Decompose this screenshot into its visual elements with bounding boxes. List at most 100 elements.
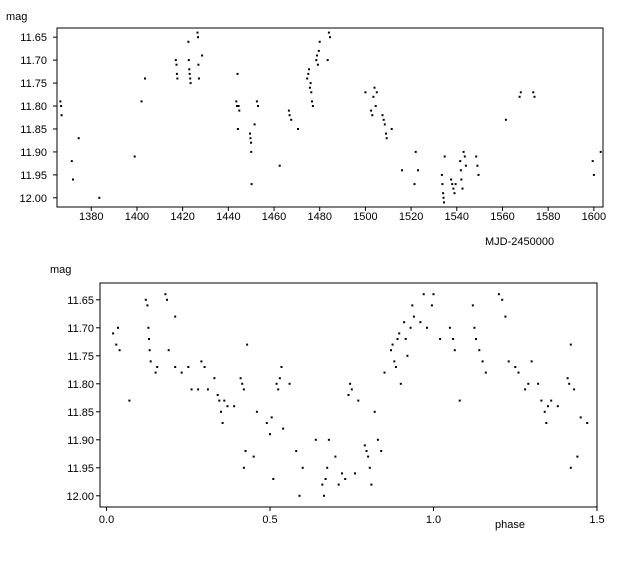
bottom-x-tick-label: 1.0 xyxy=(426,514,441,526)
top-data-point xyxy=(533,95,536,98)
bottom-data-point xyxy=(391,343,394,346)
bottom-data-point xyxy=(190,388,193,391)
top-data-point xyxy=(518,95,521,98)
top-data-point xyxy=(187,59,190,62)
bottom-data-point xyxy=(148,338,150,340)
top-data-point xyxy=(255,100,258,103)
top-data-point xyxy=(315,59,318,62)
top-data-point xyxy=(236,72,239,75)
bottom-data-point xyxy=(403,321,406,324)
bottom-data-point xyxy=(540,399,543,402)
bottom-data-point xyxy=(144,298,147,301)
top-data-point xyxy=(140,100,143,103)
bottom-data-point xyxy=(514,366,517,368)
top-data-point xyxy=(383,123,386,126)
top-data-point xyxy=(442,196,445,199)
bottom-y-tick-label: 11.65 xyxy=(67,295,94,307)
top-data-point xyxy=(370,109,373,112)
bottom-data-point xyxy=(270,416,273,419)
top-data-point xyxy=(309,82,312,85)
top-x-tick-label: 1460 xyxy=(262,211,286,223)
bottom-data-point xyxy=(576,455,579,458)
bottom-data-point xyxy=(272,478,275,480)
bottom-data-point xyxy=(422,293,425,296)
bottom-data-point xyxy=(354,472,356,475)
bottom-data-point xyxy=(550,399,553,402)
top-data-point xyxy=(249,137,252,140)
top-data-point xyxy=(390,128,393,130)
bottom-data-point xyxy=(149,360,152,363)
bottom-data-point xyxy=(252,455,255,458)
top-y-tick-label: 11.75 xyxy=(20,78,47,90)
bottom-data-point xyxy=(507,360,510,363)
bottom-data-point xyxy=(426,326,428,329)
top-y-tick-label: 11.90 xyxy=(20,147,47,159)
top-x-tick-label: 1400 xyxy=(125,211,149,223)
bottom-data-point xyxy=(504,315,507,318)
bottom-data-point xyxy=(326,466,329,469)
top-y-tick-label: 11.95 xyxy=(20,170,47,182)
bottom-data-point xyxy=(399,382,402,385)
top-data-point xyxy=(461,187,464,190)
top-data-point xyxy=(187,40,190,43)
bottom-data-point xyxy=(187,366,190,368)
bottom-data-point xyxy=(524,388,527,391)
bottom-data-point xyxy=(147,326,150,329)
top-data-point xyxy=(278,164,281,167)
top-data-point xyxy=(414,150,417,153)
bottom-data-point xyxy=(242,388,245,391)
top-data-point xyxy=(257,105,259,107)
top-data-point xyxy=(197,36,199,39)
bottom-data-point xyxy=(174,315,177,318)
top-data-point xyxy=(196,31,199,34)
top-data-point xyxy=(443,201,445,204)
bottom-data-point xyxy=(409,326,412,329)
top-y-tick-label: 11.65 xyxy=(20,32,47,44)
top-data-point xyxy=(188,68,191,71)
bottom-data-point xyxy=(239,377,242,380)
bottom-data-point xyxy=(115,343,118,346)
top-data-point xyxy=(413,183,416,186)
top-data-point xyxy=(288,114,291,117)
top-data-point xyxy=(176,77,179,80)
bottom-data-point xyxy=(484,371,487,374)
bottom-data-point xyxy=(324,478,327,480)
top-data-point xyxy=(197,63,200,66)
top-data-point xyxy=(297,128,299,130)
bottom-data-point xyxy=(349,382,352,385)
top-data-point xyxy=(329,36,331,39)
top-data-point xyxy=(311,105,314,107)
top-data-point xyxy=(189,77,192,80)
bottom-y-tick-label: 11.95 xyxy=(67,463,94,475)
top-data-point xyxy=(237,105,240,107)
bottom-data-point xyxy=(448,326,451,329)
bottom-data-point xyxy=(367,455,370,458)
bottom-data-point xyxy=(556,405,559,408)
top-data-point xyxy=(59,100,62,103)
bottom-data-point xyxy=(278,377,281,380)
bottom-x-axis-label: phase xyxy=(495,519,525,531)
bottom-data-point xyxy=(154,371,157,374)
bottom-data-point xyxy=(569,343,572,346)
bottom-data-point xyxy=(112,332,115,335)
bottom-y-tick-label: 11.70 xyxy=(67,323,94,335)
top-data-point xyxy=(451,183,454,186)
bottom-data-point xyxy=(246,343,249,346)
bottom-data-point xyxy=(458,399,461,402)
top-x-axis-label: MJD-2450000 xyxy=(485,236,554,248)
bottom-x-tick-label: 0.0 xyxy=(99,514,114,526)
bottom-data-point xyxy=(376,438,379,441)
bottom-data-point xyxy=(365,450,368,452)
bottom-y-axis-label: mag xyxy=(50,264,71,276)
top-data-point xyxy=(306,77,309,80)
bottom-y-tick-label: 11.80 xyxy=(67,379,94,391)
top-data-point xyxy=(236,105,238,107)
top-data-point xyxy=(459,169,462,172)
bottom-data-point xyxy=(167,349,170,352)
top-x-tick-label: 1480 xyxy=(307,211,331,223)
bottom-data-point xyxy=(373,410,376,413)
top-data-point xyxy=(364,91,367,94)
bottom-data-point xyxy=(295,450,298,452)
bottom-data-point xyxy=(242,466,245,469)
bottom-data-point xyxy=(543,410,546,413)
